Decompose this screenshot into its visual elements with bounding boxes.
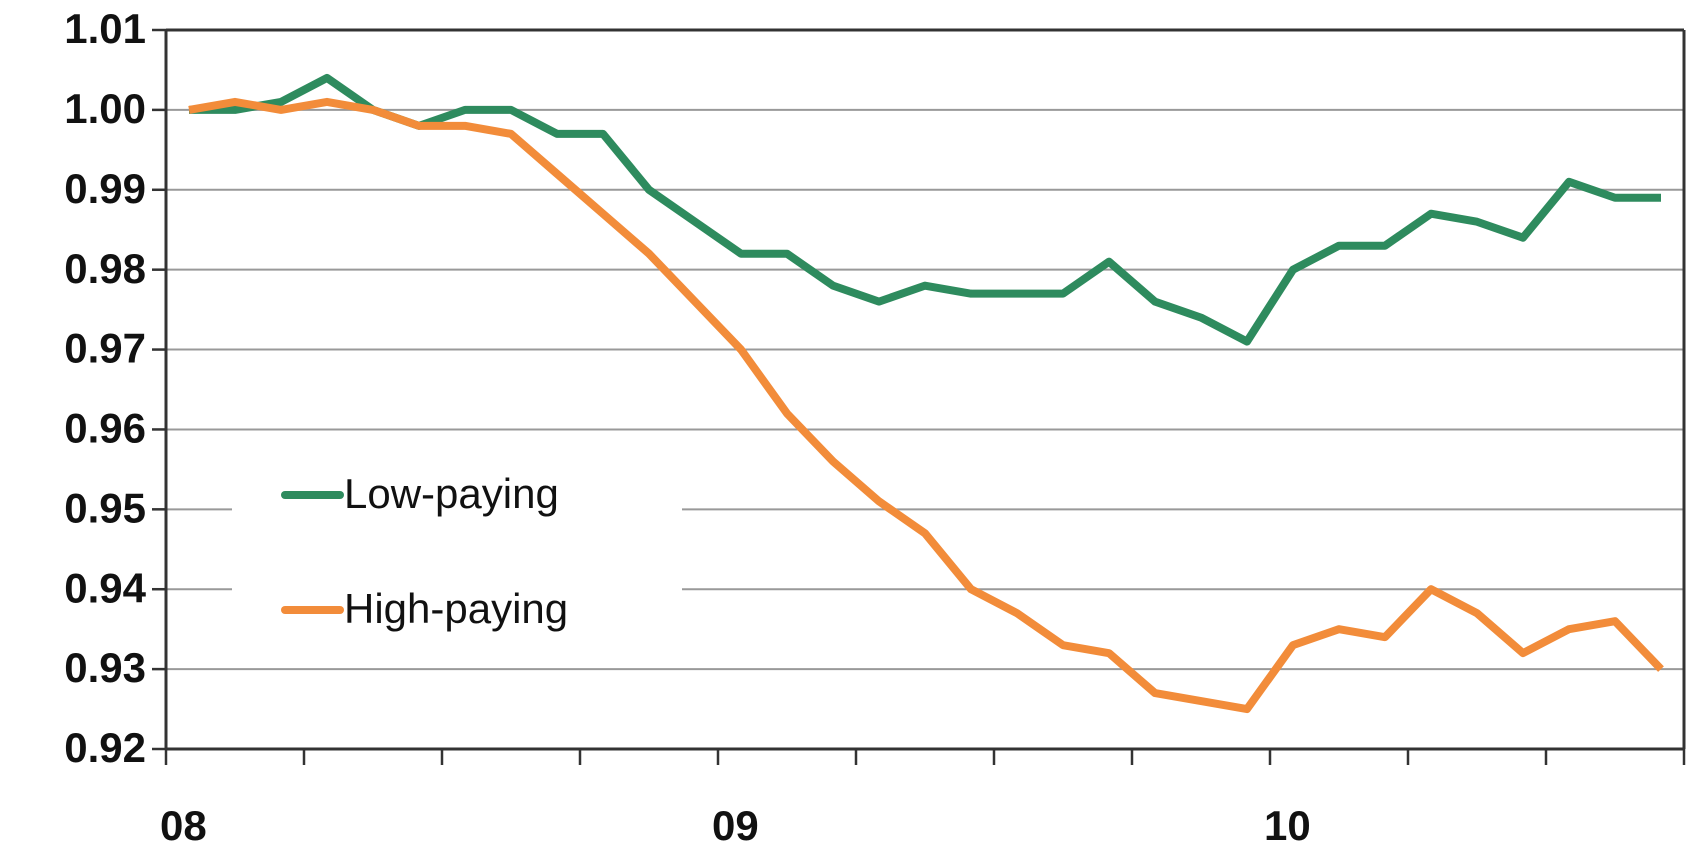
legend-label: Low-paying bbox=[344, 470, 559, 517]
legend-box bbox=[232, 455, 682, 655]
y-tick-label: 0.95 bbox=[64, 484, 146, 531]
y-tick-label: 0.96 bbox=[64, 405, 146, 452]
series-line bbox=[188, 97, 1664, 714]
y-tick-label: 0.94 bbox=[64, 564, 146, 611]
legend-label: High-paying bbox=[344, 585, 568, 632]
y-tick-label: 0.92 bbox=[64, 724, 146, 771]
y-tick-label: 1.00 bbox=[64, 85, 146, 132]
x-tick-label: 08 bbox=[160, 802, 207, 849]
y-tick-label: 1.01 bbox=[64, 5, 146, 52]
y-tick-label: 0.97 bbox=[64, 325, 146, 372]
y-tick-label: 0.93 bbox=[64, 644, 146, 691]
y-tick-label: 0.98 bbox=[64, 245, 146, 292]
x-tick-label: 09 bbox=[712, 802, 759, 849]
series-line bbox=[189, 73, 1661, 346]
x-tick-label: 10 bbox=[1264, 802, 1311, 849]
y-tick-label: 0.99 bbox=[64, 165, 146, 212]
